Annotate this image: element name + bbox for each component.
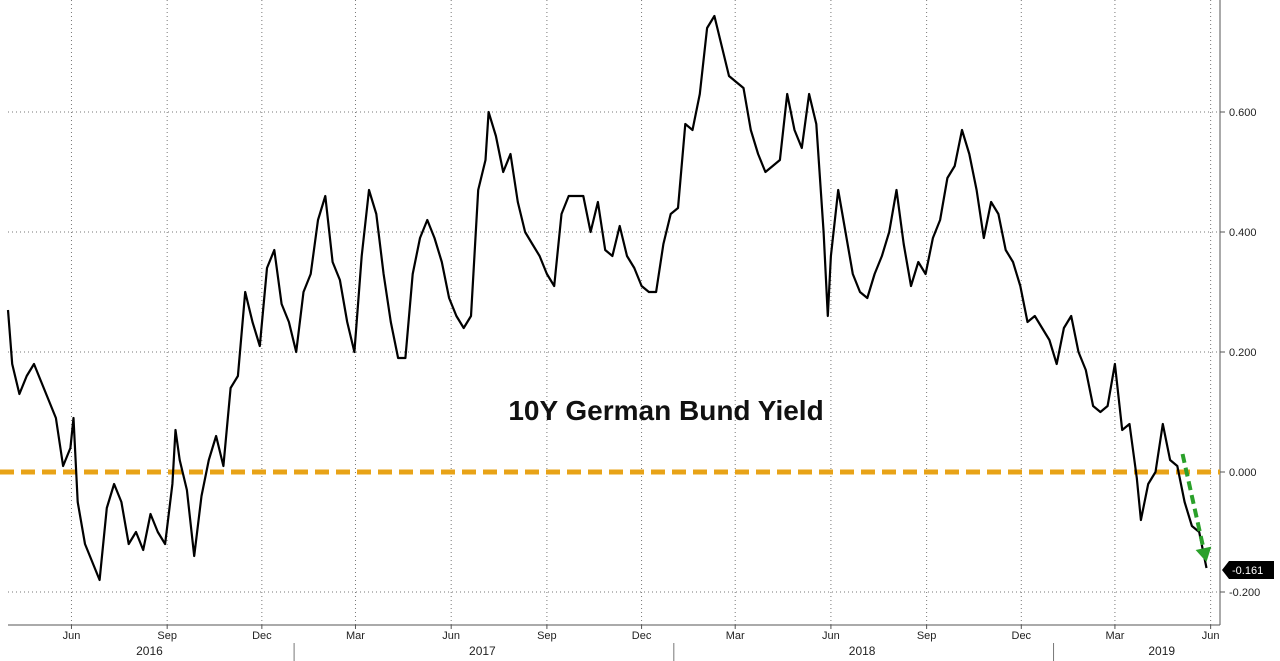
last-value-badge: -0.161	[1222, 561, 1274, 579]
last-value-label: -0.161	[1232, 565, 1263, 577]
x-tick-label-1: Sep	[157, 630, 177, 642]
x-tick-label-6: Dec	[632, 630, 652, 642]
x-tick-label-3: Mar	[346, 630, 365, 642]
y-tick-label-4: -0.200	[1229, 587, 1260, 599]
x-tick-label-12: Jun	[1202, 630, 1220, 642]
trend-arrow-shaft	[1180, 453, 1206, 549]
x-tick-label-10: Dec	[1012, 630, 1032, 642]
x-tick-label-11: Mar	[1105, 630, 1124, 642]
y-tick-label-3: 0.000	[1229, 467, 1257, 479]
x-tick-label-9: Sep	[917, 630, 937, 642]
y-tick-label-1: 0.400	[1229, 227, 1257, 239]
x-tick-label-2: Dec	[252, 630, 272, 642]
x-tick-label-8: Jun	[822, 630, 840, 642]
x-tick-label-7: Mar	[726, 630, 745, 642]
grid-lines	[8, 0, 1220, 625]
yield-series-line	[6, 14, 1208, 582]
y-tick-label-2: 0.200	[1229, 347, 1257, 359]
x-tick-label-4: Jun	[442, 630, 460, 642]
trend-arrow-head	[1195, 546, 1212, 562]
year-label-2016: 2016	[136, 644, 163, 658]
x-tick-label-0: Jun	[63, 630, 81, 642]
chart-title: 10Y German Bund Yield	[508, 395, 823, 426]
trend-arrow	[1180, 453, 1212, 562]
last-value-badge-bg	[1222, 561, 1274, 579]
y-tick-label-0: 0.600	[1229, 107, 1257, 119]
year-label-2019: 2019	[1148, 644, 1175, 658]
x-tick-label-5: Sep	[537, 630, 557, 642]
year-label-2017: 2017	[469, 644, 496, 658]
x-axis: Jun Sep Dec Mar Jun Sep Dec Mar Jun Sep Dec Mar Jun 2…	[8, 624, 1220, 661]
year-label-2018: 2018	[849, 644, 876, 658]
y-axis: 0.600 0.400 0.200 0.000 -0.200	[1219, 0, 1260, 625]
